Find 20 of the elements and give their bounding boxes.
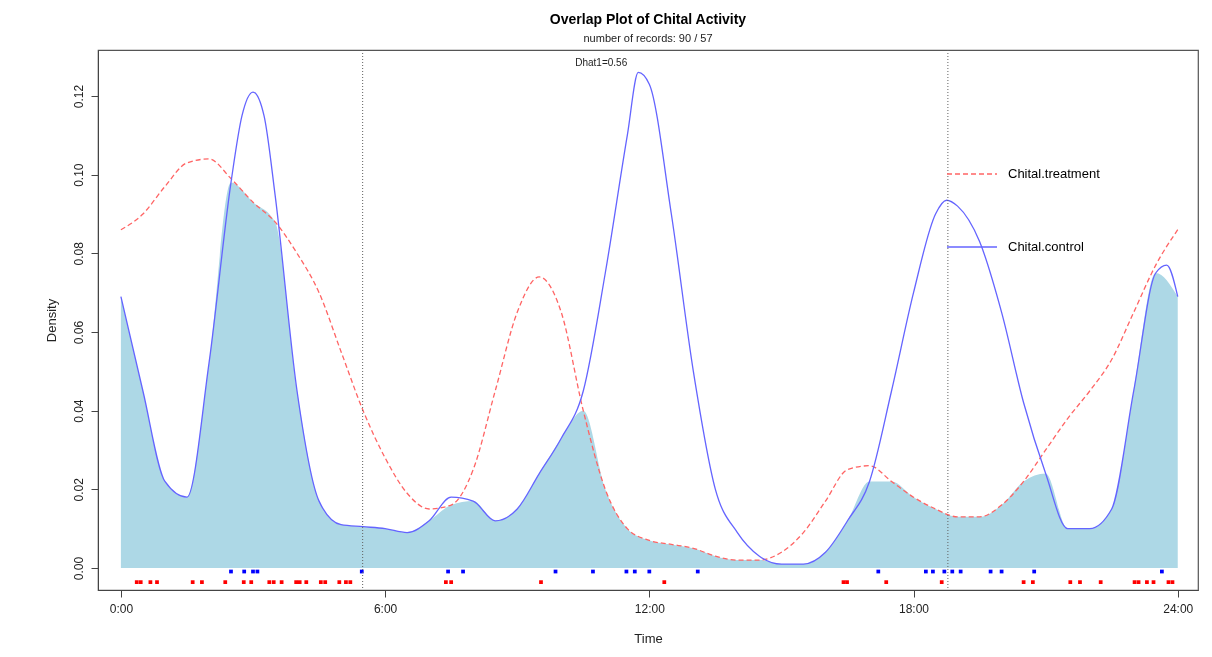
x-axis-title: Time	[634, 630, 663, 646]
line-series	[120, 71, 1179, 565]
y-axis-title: Density	[43, 298, 59, 343]
y-tick-label: 0.00	[71, 556, 86, 581]
x-tick-label: 12:00	[634, 601, 666, 616]
y-tick-label: 0.02	[71, 477, 86, 502]
legend-label: Chital.treatment	[1008, 166, 1101, 181]
x-tick-label: 0:00	[109, 601, 134, 616]
x-tick-label: 6:00	[373, 601, 398, 616]
y-tick-label: 0.10	[71, 163, 86, 187]
chart-subtitle: number of records: 90 / 57	[583, 31, 713, 44]
annotation: Dhat1=0.56	[575, 57, 628, 68]
legend-label: Chital.control	[1008, 239, 1084, 254]
x-tick-label: 24:00	[1163, 601, 1194, 616]
y-tick-label: 0.08	[71, 241, 86, 266]
y-tick-label: 0.12	[71, 84, 86, 109]
x-tick-label: 18:00	[899, 601, 930, 616]
chart-title: Overlap Plot of Chital Activity	[549, 10, 747, 27]
y-tick-label: 0.04	[71, 399, 86, 423]
y-tick-label: 0.06	[71, 320, 86, 345]
